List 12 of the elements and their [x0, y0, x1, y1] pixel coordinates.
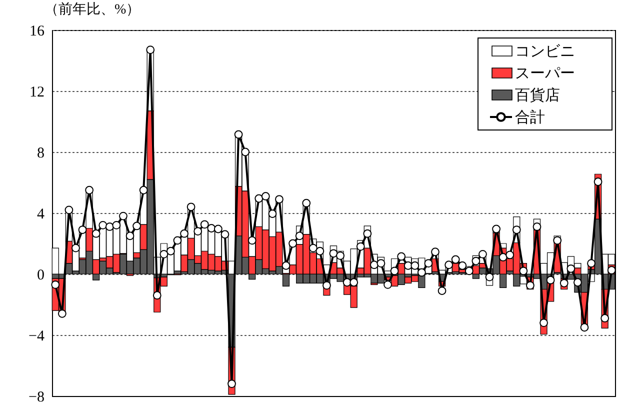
y-tick-label: −8 [28, 390, 44, 406]
legend-label: 合計 [515, 109, 545, 126]
legend-label: 百貨店 [515, 87, 560, 104]
y-tick-label: 12 [30, 84, 44, 100]
legend-label: コンビニ [515, 44, 575, 60]
y-axis-title: （前年比、%） [44, 2, 140, 18]
y-tick-label: 16 [30, 24, 45, 40]
legend-label: スーパー [515, 66, 575, 82]
y-tick-label: 0 [37, 268, 44, 284]
y-tick-label: 8 [37, 146, 44, 162]
y-tick-label: 4 [37, 206, 45, 222]
y-tick-label: −4 [28, 328, 45, 344]
